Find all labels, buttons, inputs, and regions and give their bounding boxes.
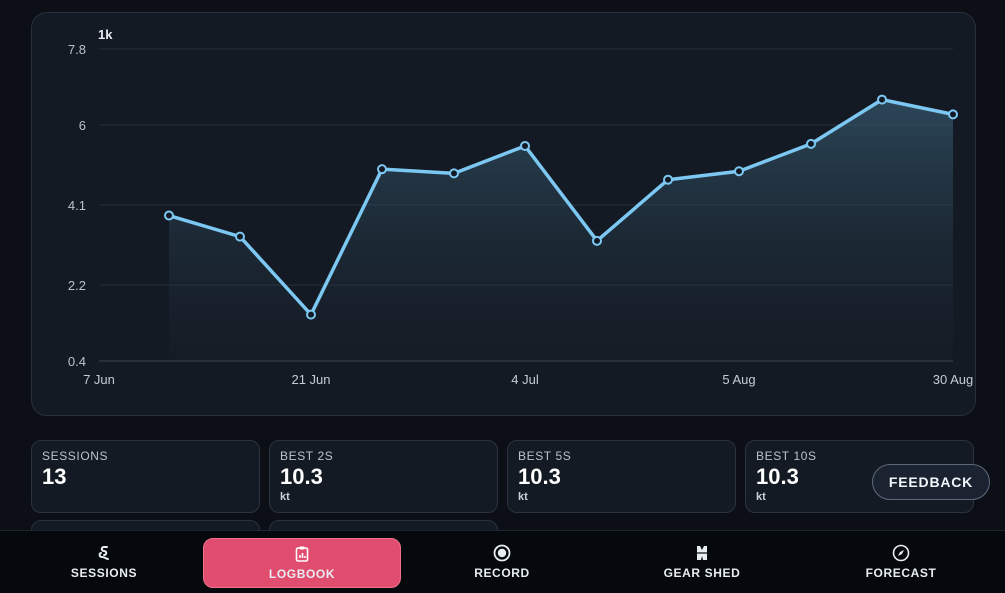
stat-card-best-5s: BEST 5S 10.3 kt	[507, 440, 736, 513]
stat-label: BEST 2S	[280, 449, 334, 463]
stat-unit: kt	[518, 491, 528, 503]
stat-unit: kt	[756, 491, 766, 503]
data-point	[948, 109, 958, 120]
nav-item-logbook[interactable]: LOGBOOK	[203, 538, 401, 588]
feedback-button[interactable]: FEEDBACK	[872, 464, 990, 500]
data-point	[734, 166, 744, 177]
stat-unit: kt	[280, 491, 290, 503]
data-point	[806, 138, 816, 149]
nav-label: SESSIONS	[70, 566, 138, 580]
stat-card-sessions: SESSIONS 13	[31, 440, 260, 513]
x-tick-label: 4 Jul	[511, 372, 539, 387]
stat-label: BEST 10S	[756, 449, 817, 463]
data-point	[306, 309, 316, 320]
data-point	[377, 164, 387, 175]
data-point	[164, 210, 174, 221]
y-tick-label: 6	[79, 118, 86, 133]
nav-label: FORECAST	[865, 566, 937, 580]
x-tick-label: 5 Aug	[722, 372, 755, 387]
stat-card-best-2s: BEST 2S 10.3 kt	[269, 440, 498, 513]
nav-label: GEAR SHED	[663, 566, 741, 580]
stat-value: 13	[42, 464, 67, 489]
nav-item-record[interactable]: RECORD	[402, 531, 602, 593]
clipboard-icon	[295, 546, 309, 562]
x-tick-label: 7 Jun	[83, 372, 115, 387]
nav-item-gear-shed[interactable]: GEAR SHED	[602, 531, 802, 593]
vest-icon	[697, 546, 707, 560]
stat-label: BEST 5S	[518, 449, 572, 463]
stat-value: 10.3	[518, 464, 561, 489]
data-point	[520, 140, 530, 151]
nav-label: RECORD	[474, 566, 530, 580]
data-point	[877, 94, 887, 105]
stat-value: 10.3	[756, 464, 799, 489]
compass-icon	[892, 544, 910, 562]
data-point	[449, 168, 459, 179]
data-point	[663, 174, 673, 185]
nav-item-sessions[interactable]: SESSIONS	[4, 531, 204, 593]
nav-item-forecast[interactable]: FORECAST	[801, 531, 1001, 593]
link-icon	[98, 546, 109, 560]
progress-chart: 7.8 6 4.1 2.2 0.4 1k 7 Jun 21 Jun 4 Jul 5 Aug 30 A…	[68, 27, 974, 387]
bottom-nav: SESSIONS LOGBOOK RECORD GEAR SHED FORECA…	[0, 530, 1005, 593]
area-fill	[169, 99, 953, 361]
data-point	[592, 235, 602, 246]
nav-label: LOGBOOK	[268, 567, 336, 581]
record-icon	[493, 544, 511, 562]
x-tick-label: 30 Aug	[933, 372, 974, 387]
y-tick-label: 4.1	[68, 198, 86, 213]
y-tick-label: 2.2	[68, 278, 86, 293]
y-tick-label: 7.8	[68, 42, 86, 57]
data-point	[235, 231, 245, 242]
y-tick-label: 0.4	[68, 354, 86, 369]
x-tick-label: 21 Jun	[291, 372, 330, 387]
stat-label: SESSIONS	[42, 449, 109, 463]
chart-card: 7.8 6 4.1 2.2 0.4 1k 7 Jun 21 Jun 4 Jul 5 Aug 30 A…	[31, 12, 976, 416]
y-unit-label: 1k	[98, 27, 113, 42]
stat-value: 10.3	[280, 464, 323, 489]
series-line	[167, 97, 955, 317]
